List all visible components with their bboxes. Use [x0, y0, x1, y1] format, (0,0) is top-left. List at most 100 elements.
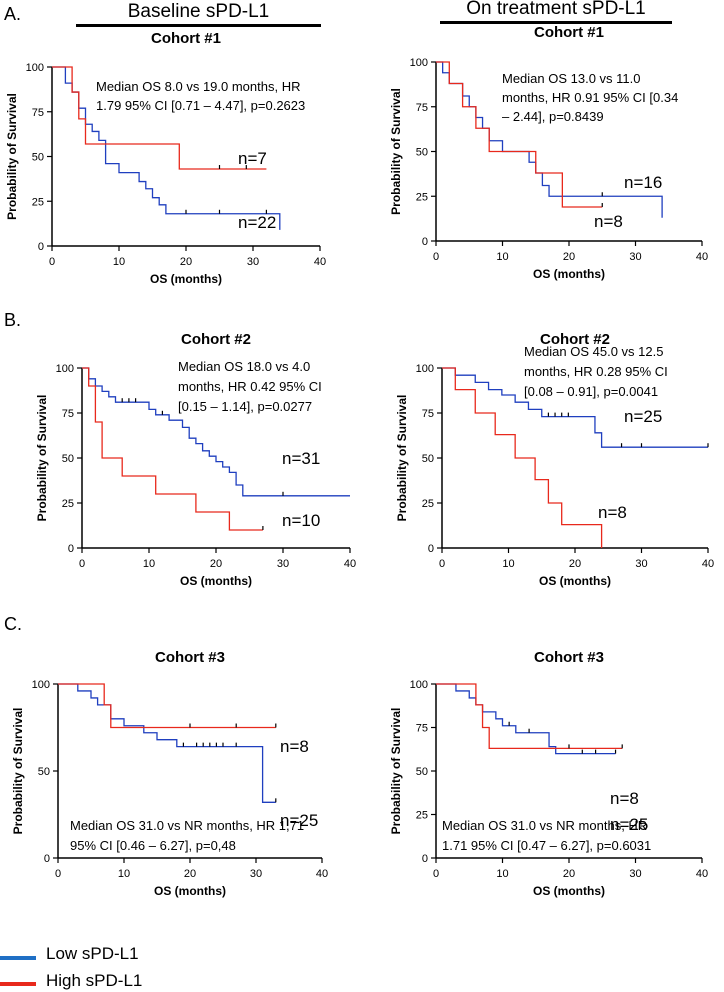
x-tick-label: 10 [502, 558, 514, 570]
legend-swatch-high [0, 982, 36, 986]
n-label-low: n=25 [280, 811, 318, 830]
x-axis-label: OS (months) [154, 884, 226, 898]
x-tick-label: 20 [210, 558, 222, 570]
x-tick-label: 20 [180, 256, 192, 268]
km-plot-b-left: Cohort #2 0 25 50 75 100 0 10 20 30 40 OS (months) P… [35, 331, 356, 588]
km-plot-c-right: Cohort #3 0 25 50 75 100 0 10 20 30 40 OS (months) P… [389, 649, 708, 898]
y-axis-label: Probability of Survival [5, 93, 19, 220]
km-curve-high [442, 367, 603, 548]
x-tick-label: 40 [314, 256, 326, 268]
n-label-low: n=31 [282, 449, 320, 468]
stats-annotation: Median OS 18.0 vs 4.0 [178, 359, 310, 374]
y-axis-label: Probability of Survival [395, 395, 409, 522]
n-label-high: n=8 [594, 212, 623, 231]
x-tick-label: 0 [433, 868, 439, 880]
y-tick-label: 0 [44, 853, 50, 865]
x-tick-label: 10 [143, 558, 155, 570]
km-curve-high [436, 61, 603, 208]
n-label-low: n=16 [624, 173, 662, 192]
n-label-high: n=7 [238, 149, 267, 168]
stats-annotation: months, HR 0.42 95% CI [178, 379, 322, 394]
legend-label-high: High sPD-L1 [46, 971, 143, 990]
x-tick-label: 10 [496, 868, 508, 880]
x-tick-label: 40 [316, 868, 328, 880]
y-tick-label: 50 [416, 147, 428, 159]
x-tick-label: 30 [629, 868, 641, 880]
chart-title: Cohort #2 [181, 331, 251, 348]
km-curve-low [442, 367, 708, 448]
y-axis-label: Probability of Survival [389, 88, 403, 215]
y-tick-label: 75 [422, 408, 434, 420]
km-curve-high [52, 66, 267, 170]
stats-annotation: Median OS 13.0 vs 11.0 [502, 71, 641, 86]
x-tick-label: 0 [79, 558, 85, 570]
on-treatment-header: On treatment sPD-L1 [466, 0, 646, 19]
y-tick-label: 100 [32, 679, 50, 691]
y-tick-label: 100 [416, 363, 434, 375]
stats-annotation: [0.08 – 0.91], p=0.0041 [524, 384, 658, 399]
n-label-low: n=25 [610, 815, 648, 834]
chart-title: Cohort #3 [534, 649, 604, 666]
x-tick-label: 10 [496, 251, 508, 263]
legend-swatch-low [0, 956, 36, 960]
legend: Low sPD-L1 High sPD-L1 [0, 940, 240, 992]
section-label-a: A. [4, 4, 22, 24]
stats-annotation: months, HR 0.91 95% CI [0.34 [502, 90, 678, 105]
km-curve-low [436, 683, 616, 755]
km-plot-a-left: Cohort #1 0 25 50 75 100 0 10 20 30 40 OS (months) P… [5, 30, 326, 286]
n-label-high: n=8 [610, 789, 639, 808]
y-tick-label: 0 [422, 853, 428, 865]
km-plot-b-right: Cohort #2 0 25 50 75 100 0 10 20 30 40 OS (months) P… [395, 331, 714, 588]
chart-title: Cohort #1 [151, 30, 221, 47]
stats-annotation: Median OS 8.0 vs 19.0 months, HR [96, 79, 300, 94]
baseline-header: Baseline sPD-L1 [127, 1, 270, 22]
x-tick-label: 40 [696, 868, 708, 880]
km-curve-high [436, 683, 623, 750]
y-tick-label: 25 [32, 196, 44, 208]
y-tick-label: 75 [32, 107, 44, 119]
km-curve-high [82, 367, 263, 531]
x-tick-label: 30 [635, 558, 647, 570]
x-tick-label: 40 [696, 251, 708, 263]
y-tick-label: 50 [422, 453, 434, 465]
stats-annotation: Median OS 31.0 vs NR months, HR [442, 818, 647, 833]
x-axis-label: OS (months) [533, 267, 605, 281]
x-tick-label: 20 [563, 251, 575, 263]
y-axis-label: Probability of Survival [11, 708, 25, 835]
stats-annotation: [0.15 – 1.14], p=0.0277 [178, 399, 312, 414]
x-tick-label: 40 [702, 558, 714, 570]
y-tick-label: 100 [26, 62, 44, 74]
y-tick-label: 50 [416, 766, 428, 778]
stats-annotation: 95% CI [0.46 – 6.27], p=0,48 [70, 838, 236, 853]
y-axis-label: Probability of Survival [389, 708, 403, 835]
x-tick-label: 20 [184, 868, 196, 880]
x-tick-label: 40 [344, 558, 356, 570]
on-treatment-header-rule [440, 21, 672, 24]
chart-title: Cohort #1 [534, 24, 604, 41]
x-axis-label: OS (months) [180, 574, 252, 588]
x-tick-label: 30 [247, 256, 259, 268]
n-label-high: n=10 [282, 511, 320, 530]
x-tick-label: 10 [113, 256, 125, 268]
n-label-low: n=22 [238, 213, 276, 232]
x-axis-label: OS (months) [539, 574, 611, 588]
km-plot-a-right: Cohort #1 0 25 50 75 100 0 10 20 30 40 OS (months) P… [389, 24, 708, 281]
y-tick-label: 25 [416, 191, 428, 203]
y-tick-label: 50 [32, 152, 44, 164]
stats-annotation: Median OS 31.0 vs NR months, HR 1,71 [70, 818, 304, 833]
x-tick-label: 10 [118, 868, 130, 880]
x-tick-label: 0 [439, 558, 445, 570]
n-label-high: n=8 [280, 737, 309, 756]
y-tick-label: 25 [62, 498, 74, 510]
y-tick-label: 25 [422, 498, 434, 510]
section-label-b: B. [4, 310, 22, 330]
y-tick-label: 100 [410, 57, 428, 69]
section-label-c: C. [4, 614, 22, 634]
legend-label-low: Low sPD-L1 [46, 944, 139, 963]
y-tick-label: 0 [428, 543, 434, 555]
stats-annotation: 1.71 95% CI [0.47 – 6.27], p=0.6031 [442, 838, 651, 853]
y-tick-label: 0 [68, 543, 74, 555]
stats-annotation: – 2.44], p=0.8439 [502, 109, 604, 124]
km-curve-low [82, 367, 350, 497]
y-tick-label: 75 [416, 723, 428, 735]
